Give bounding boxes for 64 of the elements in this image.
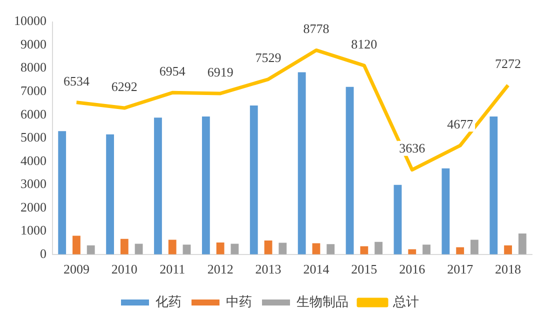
- data-label: 6534: [63, 73, 90, 88]
- y-tick-label: 1000: [20, 222, 46, 238]
- x-tick-label: 2017: [447, 262, 474, 277]
- y-tick-label: 7000: [20, 83, 46, 98]
- bar: [168, 240, 176, 254]
- bar: [134, 244, 143, 254]
- y-tick-label: 9000: [20, 36, 46, 52]
- y-tick-label: 2000: [20, 199, 46, 214]
- data-label: 6292: [111, 78, 138, 94]
- bar: [456, 247, 464, 254]
- bar: [490, 116, 498, 254]
- bar: [326, 244, 335, 254]
- x-tick-label: 2014: [303, 262, 330, 277]
- bar: [216, 242, 224, 254]
- bar: [312, 243, 320, 254]
- bar: [86, 245, 95, 254]
- data-label: 6954: [159, 64, 186, 79]
- bar: [250, 106, 258, 254]
- y-tick-label: 6000: [20, 106, 46, 122]
- x-tick-label: 2012: [207, 262, 234, 277]
- bar: [72, 236, 80, 254]
- bar: [374, 242, 383, 254]
- legend-label: 化药: [156, 294, 182, 309]
- x-tick-label: 2010: [111, 262, 138, 277]
- bar: [470, 240, 478, 254]
- x-tick-label: 2016: [399, 262, 426, 277]
- x-tick-label: 2015: [351, 262, 378, 277]
- bar: [106, 134, 114, 254]
- bar: [360, 246, 368, 254]
- data-label: 8778: [303, 21, 330, 36]
- bar: [202, 116, 210, 254]
- y-tick-label: 5000: [20, 130, 46, 145]
- bar: [58, 131, 66, 254]
- bar: [442, 168, 450, 254]
- y-tick-label: 3000: [20, 176, 46, 192]
- bar: [120, 238, 128, 254]
- legend-label: 生物制品: [296, 294, 348, 309]
- bar: [264, 240, 272, 254]
- data-label: 7529: [255, 50, 282, 66]
- legend-label: 总计: [392, 294, 419, 309]
- data-label: 4677: [447, 116, 474, 132]
- data-label: 8120: [351, 36, 378, 52]
- bar: [394, 184, 402, 254]
- y-tick-label: 0: [40, 246, 46, 261]
- x-tick-label: 2011: [160, 262, 186, 277]
- y-tick-label: 8000: [20, 60, 46, 75]
- data-label: 6919: [207, 64, 234, 80]
- y-tick-label: 10000: [14, 13, 46, 28]
- data-label: 7272: [495, 56, 522, 72]
- bar: [154, 118, 162, 254]
- bar: [504, 245, 512, 254]
- x-tick-label: 2018: [495, 262, 522, 277]
- x-tick-label: 2009: [63, 262, 90, 277]
- bar: [518, 233, 526, 254]
- data-label: 3636: [399, 140, 426, 156]
- legend-label: 中药: [226, 294, 252, 309]
- x-tick-label: 2013: [255, 262, 282, 277]
- bar: [230, 244, 239, 254]
- bar: [278, 242, 287, 254]
- bar: [346, 86, 354, 254]
- y-tick-label: 4000: [20, 152, 46, 168]
- bar: [422, 244, 430, 254]
- bar: [182, 244, 191, 254]
- bar: [298, 72, 306, 254]
